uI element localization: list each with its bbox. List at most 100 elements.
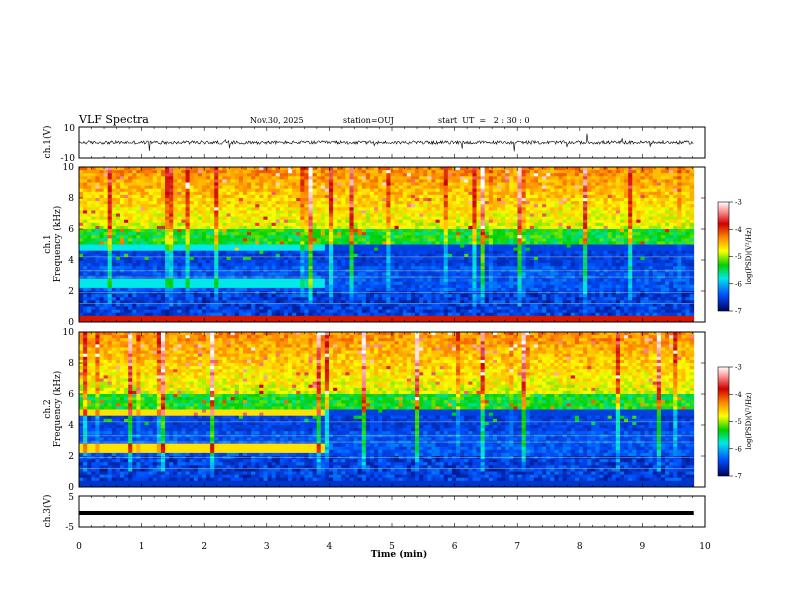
spectrogram-cell (132, 210, 137, 214)
spectrogram-cell (279, 198, 285, 202)
spectrogram-cell (369, 300, 375, 304)
spectrogram-cell (320, 167, 326, 171)
spectrogram-cell (443, 272, 449, 276)
spectrogram-cell (324, 225, 330, 230)
spectrogram-cell (189, 188, 195, 193)
spectrogram-cell (83, 167, 88, 171)
spectrogram-cell (275, 170, 281, 174)
spectrogram-cell (230, 250, 236, 255)
spectrogram-cell (328, 238, 334, 242)
spectrogram-cell (271, 204, 277, 208)
spectrogram-cell (271, 309, 277, 314)
spectrogram-cell (427, 185, 432, 190)
spectrogram-cell (333, 185, 338, 190)
spectrogram-cell (312, 318, 318, 323)
spectrogram-cell (378, 315, 383, 320)
spectrogram-cell (124, 179, 129, 183)
spectrogram-cell (365, 309, 371, 314)
spectrogram-cell (111, 300, 117, 304)
spectrogram-cell (312, 241, 318, 245)
spectrogram-cell (427, 204, 432, 208)
spectrogram-cell (419, 229, 424, 233)
spectrogram-cell (349, 256, 354, 261)
spectrogram-cell (365, 312, 371, 317)
spectrogram-cell (451, 263, 457, 267)
spectrogram-cell (251, 198, 256, 202)
spectrogram-cell (234, 176, 240, 180)
spectrogram-cell (406, 232, 412, 236)
spectrogram-cell (173, 201, 178, 205)
spectrogram-cell (296, 222, 301, 227)
spectrogram-cell (189, 225, 195, 230)
spectrogram-cell (398, 182, 404, 186)
spectrogram-cell (189, 182, 195, 186)
spectrogram-cell (415, 266, 420, 270)
spectrogram-cell (173, 244, 178, 248)
spectrogram-cell (308, 256, 313, 261)
spectrogram-cell (292, 185, 297, 190)
spectrogram-cell (193, 216, 199, 221)
spectrogram-cell (124, 238, 129, 242)
spectrogram-cell (189, 204, 195, 208)
spectrogram-cell (394, 287, 400, 292)
spectrogram-cell (288, 309, 293, 314)
spectrogram-cell (79, 256, 84, 261)
spectrogram-cell (345, 235, 350, 239)
spectrogram-cell (156, 229, 162, 233)
spectrogram-cell (107, 225, 113, 230)
spectrogram-cell (316, 278, 322, 283)
spectrogram-cell (201, 191, 207, 196)
spectrogram-cell (328, 287, 334, 292)
spectrogram-cell (456, 198, 461, 202)
spectrogram-cell (111, 204, 117, 208)
spectrogram-cell (263, 315, 268, 320)
spectrogram-cell (304, 213, 309, 217)
spectrogram-cell (353, 185, 359, 190)
spectrogram-cell (419, 222, 424, 227)
spectrogram-cell (324, 167, 330, 171)
spectrogram-cell (365, 306, 371, 310)
spectrogram-cell (251, 167, 256, 171)
spectrogram-cell (324, 216, 330, 221)
spectrogram-cell (95, 204, 100, 208)
spectrogram-cell (320, 185, 326, 190)
spectrogram-cell (234, 216, 240, 221)
spectrogram-cell (169, 185, 174, 190)
spectrogram-cell (189, 247, 195, 252)
spectrogram-cell (443, 201, 449, 205)
spectrogram-cell (156, 207, 162, 211)
spectrogram-cell (443, 173, 449, 177)
spectrogram-cell (386, 176, 391, 180)
spectrogram-cell (308, 191, 313, 196)
spectrogram-cell (91, 176, 96, 180)
spectrogram-cell (128, 300, 133, 304)
spectrogram-cell (275, 176, 281, 180)
spectrogram-cell (255, 287, 260, 292)
spectrogram-cell (357, 225, 363, 230)
spectrogram-cell (79, 266, 84, 270)
spectrogram-cell (279, 216, 285, 221)
spectrogram-cell (357, 281, 363, 286)
spectrogram-cell (398, 173, 404, 177)
spectrogram-cell (181, 309, 186, 314)
spectrogram-cell (357, 170, 363, 174)
spectrogram-cell (333, 278, 338, 283)
spectrogram-cell (148, 179, 154, 183)
spectrogram-cell (271, 253, 277, 258)
spectrogram-cell (160, 235, 166, 239)
spectrogram-cell (288, 188, 293, 193)
spectrogram-cell (398, 303, 404, 307)
spectrogram-cell (197, 303, 203, 307)
spectrogram-cell (378, 263, 383, 267)
spectrogram-cell (107, 170, 113, 174)
spectrogram-cell (214, 297, 219, 301)
spectrogram-cell (382, 284, 387, 289)
spectrogram-cell (349, 281, 354, 286)
spectrogram-cell (119, 182, 125, 186)
spectrogram-cell (111, 188, 117, 193)
spectrogram-cell (181, 266, 186, 270)
spectrogram-cell (181, 315, 186, 320)
spectrogram-cell (185, 287, 191, 292)
spectrogram-cell (201, 210, 207, 214)
spectrogram-cell (324, 266, 330, 270)
